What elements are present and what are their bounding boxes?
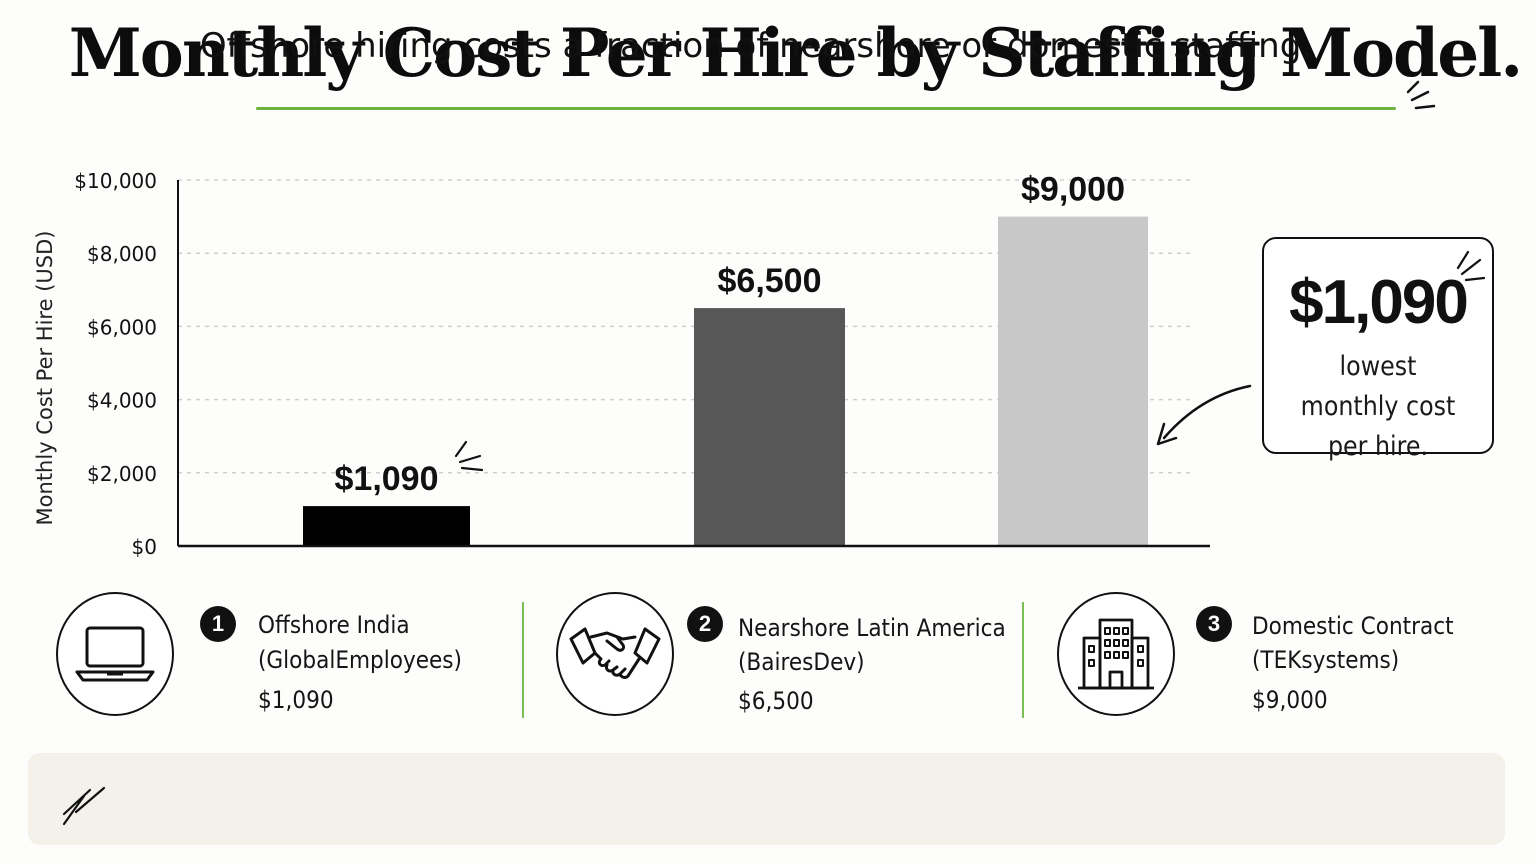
- title-underline: [256, 107, 1396, 110]
- category-price: $1,090: [258, 686, 334, 714]
- callout-emphasis-icon: [1456, 250, 1486, 282]
- lowest-cost-callout: $1,090 lowest monthly cost per hire.: [1262, 237, 1494, 462]
- bar-value-label: $1,090: [335, 460, 439, 498]
- pen-strokes-icon: [62, 786, 106, 826]
- curved-arrow-icon: [1156, 384, 1252, 446]
- category-number-badge: 1: [200, 606, 236, 642]
- category-provider: (BairesDev): [738, 648, 865, 676]
- category-price: $9,000: [1252, 686, 1328, 714]
- callout-text: lowest monthly cost per hire.: [1300, 351, 1456, 462]
- bar-1: [303, 506, 470, 546]
- y-tick-label: $8,000: [87, 242, 157, 266]
- bar-emphasis-icon: [454, 440, 484, 472]
- y-tick-label: $2,000: [87, 462, 157, 486]
- handshake-icon: [556, 592, 674, 716]
- category-provider: (GlobalEmployees): [258, 646, 462, 674]
- category-name: Offshore India: [258, 611, 410, 639]
- category-number-badge: 3: [1196, 606, 1232, 642]
- y-axis-label: Monthly Cost Per Hire (USD): [33, 231, 57, 526]
- page-title: Monthly Cost Per Hire by Staffing Model.: [68, 14, 1524, 92]
- office-building-icon: [1057, 592, 1175, 716]
- category-divider: [1022, 602, 1024, 718]
- footer-text: Offshore hiring costs a fraction of near…: [199, 26, 1313, 66]
- y-tick-label: $10,000: [74, 169, 157, 193]
- category-provider: (TEKsystems): [1252, 646, 1400, 674]
- bar-2: [694, 308, 845, 546]
- category-divider: [522, 602, 524, 718]
- emphasis-marks-icon: [1406, 80, 1436, 110]
- category-number-badge: 2: [687, 606, 723, 642]
- bar-3: [998, 216, 1148, 546]
- footer-banner: [28, 753, 1505, 845]
- y-tick-label: $0: [132, 535, 157, 559]
- category-price: $6,500: [738, 687, 814, 715]
- category-name: Nearshore Latin America: [738, 614, 1006, 642]
- bar-value-label: $9,000: [1021, 171, 1125, 209]
- y-tick-label: $6,000: [87, 315, 157, 339]
- bar-value-label: $6,500: [718, 262, 822, 300]
- y-tick-label: $4,000: [87, 389, 157, 413]
- category-name: Domestic Contract: [1252, 612, 1454, 640]
- callout-value: $1,090: [1289, 268, 1469, 337]
- laptop-icon: [56, 592, 174, 716]
